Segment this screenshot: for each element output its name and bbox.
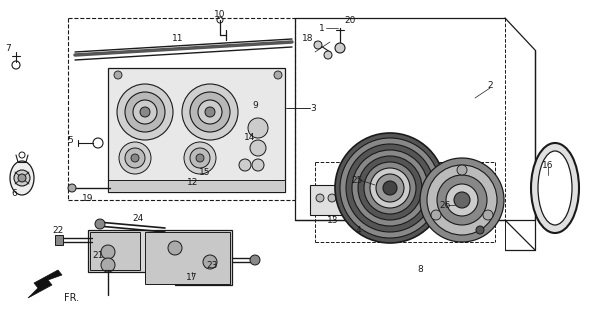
Circle shape bbox=[358, 156, 422, 220]
Text: 1: 1 bbox=[319, 23, 325, 33]
Circle shape bbox=[190, 148, 210, 168]
Circle shape bbox=[352, 150, 428, 226]
Circle shape bbox=[314, 41, 322, 49]
Circle shape bbox=[205, 107, 215, 117]
Circle shape bbox=[114, 181, 122, 189]
Polygon shape bbox=[28, 270, 62, 298]
Text: 4: 4 bbox=[355, 226, 361, 235]
Circle shape bbox=[198, 100, 222, 124]
Text: 25: 25 bbox=[352, 175, 362, 185]
Circle shape bbox=[101, 258, 115, 272]
Circle shape bbox=[340, 138, 440, 238]
Circle shape bbox=[68, 184, 76, 192]
Circle shape bbox=[420, 158, 504, 242]
Circle shape bbox=[335, 133, 445, 243]
Text: 24: 24 bbox=[132, 213, 144, 222]
Circle shape bbox=[324, 51, 332, 59]
Circle shape bbox=[114, 71, 122, 79]
Circle shape bbox=[252, 159, 264, 171]
Circle shape bbox=[316, 194, 324, 202]
Text: 12: 12 bbox=[187, 178, 199, 187]
Ellipse shape bbox=[531, 143, 579, 233]
Circle shape bbox=[346, 144, 434, 232]
Text: 9: 9 bbox=[252, 100, 258, 109]
Text: 26: 26 bbox=[439, 201, 451, 210]
Bar bbox=[55, 235, 63, 245]
Circle shape bbox=[483, 210, 493, 220]
Circle shape bbox=[239, 159, 251, 171]
Circle shape bbox=[250, 255, 260, 265]
Text: 11: 11 bbox=[172, 34, 184, 43]
Circle shape bbox=[140, 107, 150, 117]
Bar bbox=[310, 185, 350, 215]
Text: 16: 16 bbox=[542, 161, 554, 170]
Circle shape bbox=[454, 192, 470, 208]
Circle shape bbox=[328, 194, 336, 202]
Text: 21: 21 bbox=[92, 251, 104, 260]
Ellipse shape bbox=[538, 151, 572, 225]
Text: 8: 8 bbox=[417, 266, 423, 275]
Circle shape bbox=[203, 255, 217, 269]
Circle shape bbox=[131, 154, 139, 162]
Circle shape bbox=[196, 154, 204, 162]
Text: 6: 6 bbox=[11, 188, 17, 197]
Circle shape bbox=[133, 100, 157, 124]
Circle shape bbox=[119, 142, 151, 174]
Bar bbox=[90, 232, 140, 270]
Text: 15: 15 bbox=[199, 167, 211, 177]
Text: 14: 14 bbox=[244, 132, 256, 141]
Text: 19: 19 bbox=[82, 194, 94, 203]
Text: 22: 22 bbox=[52, 226, 64, 235]
Circle shape bbox=[18, 174, 26, 182]
Text: 5: 5 bbox=[67, 135, 73, 145]
Circle shape bbox=[184, 142, 216, 174]
Circle shape bbox=[476, 226, 484, 234]
Circle shape bbox=[427, 165, 497, 235]
Circle shape bbox=[250, 140, 266, 156]
Ellipse shape bbox=[10, 161, 34, 195]
Circle shape bbox=[182, 84, 238, 140]
Text: 17: 17 bbox=[186, 274, 197, 283]
Circle shape bbox=[383, 181, 397, 195]
Bar bbox=[108, 180, 285, 192]
Circle shape bbox=[168, 241, 182, 255]
Text: FR.: FR. bbox=[64, 293, 79, 303]
Circle shape bbox=[248, 118, 268, 138]
Circle shape bbox=[274, 71, 282, 79]
Circle shape bbox=[364, 162, 416, 214]
Text: 2: 2 bbox=[487, 81, 493, 90]
Circle shape bbox=[437, 175, 487, 225]
Circle shape bbox=[190, 92, 230, 132]
Circle shape bbox=[117, 84, 173, 140]
Circle shape bbox=[376, 174, 404, 202]
Circle shape bbox=[95, 219, 105, 229]
Circle shape bbox=[431, 210, 441, 220]
Text: 13: 13 bbox=[327, 215, 339, 225]
Circle shape bbox=[125, 92, 165, 132]
Text: 23: 23 bbox=[206, 260, 218, 269]
Circle shape bbox=[446, 184, 478, 216]
Circle shape bbox=[335, 43, 345, 53]
Circle shape bbox=[101, 245, 115, 259]
Circle shape bbox=[457, 165, 467, 175]
Polygon shape bbox=[108, 68, 285, 192]
Circle shape bbox=[370, 168, 410, 208]
Circle shape bbox=[14, 170, 30, 186]
Text: 20: 20 bbox=[344, 15, 356, 25]
Circle shape bbox=[274, 181, 282, 189]
Text: 7: 7 bbox=[5, 44, 11, 52]
Circle shape bbox=[340, 194, 348, 202]
Circle shape bbox=[125, 148, 145, 168]
Text: 18: 18 bbox=[302, 34, 314, 43]
Polygon shape bbox=[88, 230, 232, 285]
Text: 10: 10 bbox=[214, 10, 226, 19]
Bar bbox=[145, 232, 230, 284]
Text: 3: 3 bbox=[310, 103, 316, 113]
